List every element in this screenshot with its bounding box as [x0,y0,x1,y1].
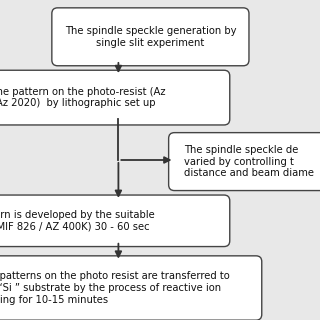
FancyBboxPatch shape [0,70,230,125]
Text: ing the pattern on the photo-resist (Az
and Az 2020)  by lithographic set up: ing the pattern on the photo-resist (Az … [0,87,166,108]
FancyBboxPatch shape [169,133,320,190]
Text: The patterns on the photo resist are transferred to
the “Si ” substrate by the p: The patterns on the photo resist are tra… [0,271,229,305]
FancyBboxPatch shape [0,256,262,320]
Text: pattern is developed by the suitable
ers (MIF 826 / AZ 400K) 30 - 60 sec: pattern is developed by the suitable ers… [0,210,155,232]
Text: The spindle speckle de
varied by controlling t
distance and beam diame: The spindle speckle de varied by control… [184,145,314,178]
Text: The spindle speckle generation by
single slit experiment: The spindle speckle generation by single… [65,26,236,48]
FancyBboxPatch shape [52,8,249,66]
FancyBboxPatch shape [0,195,230,246]
